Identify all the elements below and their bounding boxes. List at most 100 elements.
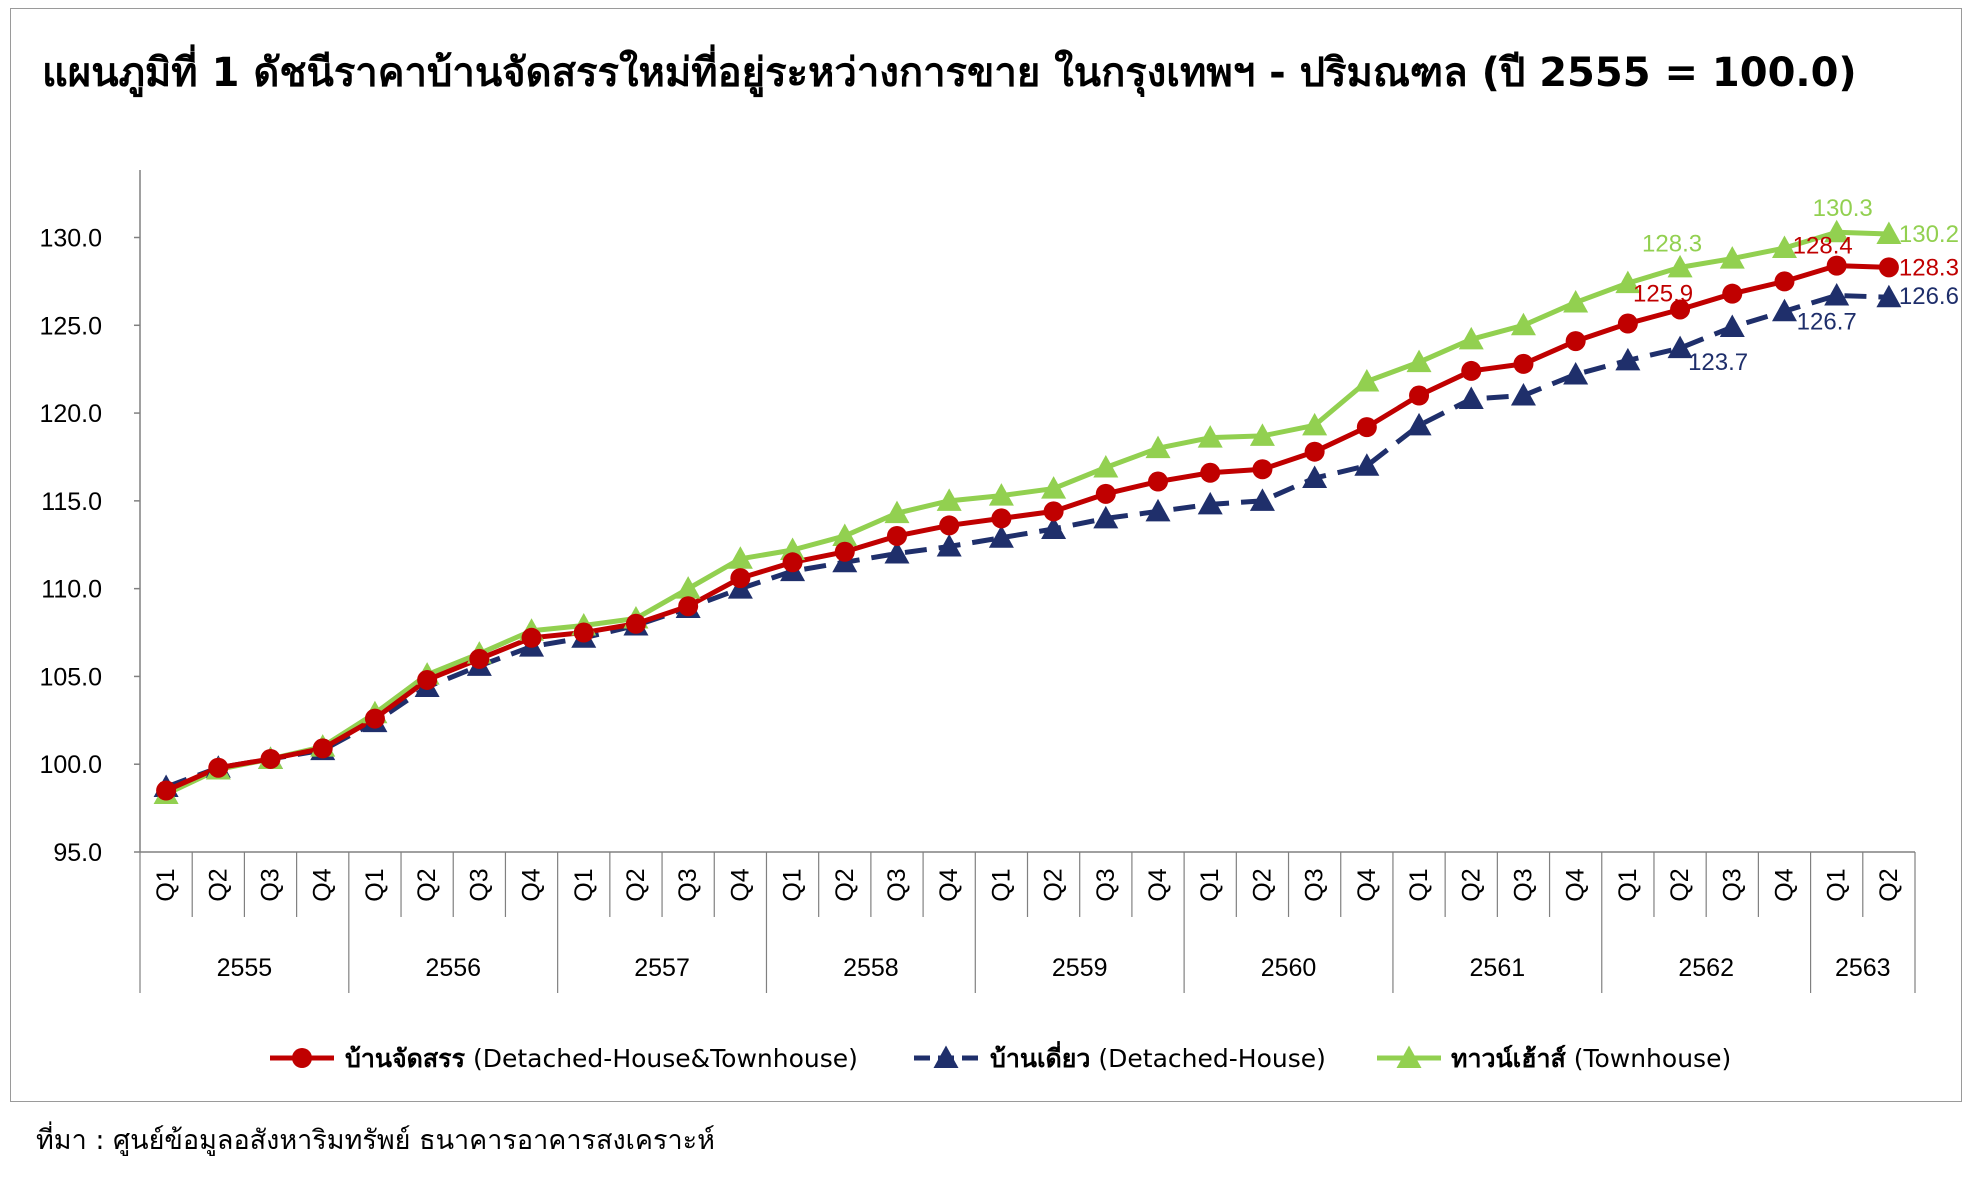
data-point-series-2 [1824, 219, 1850, 243]
data-point-series-2 [936, 488, 962, 511]
data-point-series-2 [1615, 270, 1641, 294]
quarter-label: Q1 [779, 868, 807, 901]
data-point-series-1 [1093, 505, 1119, 529]
data-point-series-0 [260, 748, 281, 769]
legend-name-thai: บ้านเดี่ยว [990, 1041, 1090, 1073]
data-point-series-0 [1670, 299, 1691, 320]
series-line-2 [163, 229, 1892, 797]
data-point-series-0 [156, 780, 177, 801]
data-point-series-1 [1876, 284, 1902, 308]
data-point-series-0 [625, 613, 646, 634]
data-point-series-2 [1354, 368, 1380, 392]
data-point-series-0 [1878, 257, 1899, 278]
data-point-series-2 [780, 537, 806, 561]
data-point-series-0 [1409, 385, 1430, 406]
data-point-series-0 [364, 708, 385, 729]
data-point-series-0 [1513, 353, 1534, 374]
legend-label-0: บ้านจัดสรร (Detached-House&Townhouse) [345, 1044, 858, 1073]
quarter-label: Q1 [361, 868, 389, 901]
y-tick-label: 115.0 [41, 488, 102, 516]
quarter-label: Q4 [1562, 868, 1590, 901]
quarter-label: Q3 [674, 868, 702, 901]
chart-title: แผนภูมิที่ 1 ดัชนีราคาบ้านจัดสรรใหม่ที่อ… [42, 50, 1857, 96]
quarter-label: Q4 [1770, 868, 1798, 901]
quarter-label: Q2 [622, 868, 650, 901]
series-markers [153, 219, 1902, 805]
data-point-series-0 [1043, 501, 1064, 522]
data-point-series-0 [1304, 441, 1325, 462]
data-point-series-2 [1302, 412, 1328, 436]
data-point-series-0 [939, 515, 960, 536]
data-point-series-1 [1771, 298, 1797, 322]
legend-name-en: (Townhouse) [1566, 1044, 1731, 1073]
data-point-series-0 [1095, 483, 1116, 504]
data-point-series-0 [312, 738, 333, 759]
quarter-label: Q1 [570, 868, 598, 901]
quarter-label: Q1 [1196, 868, 1224, 901]
legend-name-en: (Detached-House&Townhouse) [465, 1044, 858, 1073]
data-point-series-0 [417, 669, 438, 690]
quarter-label: Q4 [935, 868, 963, 901]
data-point-series-2 [1771, 235, 1797, 259]
data-label: 130.2 [1899, 221, 1959, 248]
series-line-0 [163, 263, 1892, 794]
legend-label-2: ทาวน์เฮ้าส์ (Townhouse) [1451, 1044, 1731, 1073]
data-point-series-1 [1354, 453, 1380, 476]
y-tick-label: 100.0 [39, 751, 102, 779]
data-point-series-0 [1200, 462, 1221, 483]
year-label: 2557 [634, 954, 690, 982]
data-point-series-1 [936, 534, 962, 557]
quarter-label: Q4 [1353, 868, 1381, 901]
quarter-label: Q3 [465, 868, 493, 901]
data-point-series-1 [1302, 465, 1328, 489]
data-point-series-0 [1148, 471, 1169, 492]
quarter-label: Q4 [309, 868, 337, 901]
data-point-series-1 [988, 525, 1014, 548]
data-point-series-0 [991, 508, 1012, 529]
data-point-series-2 [1197, 425, 1223, 448]
legend-marker-1 [933, 1045, 959, 1068]
data-label: 128.4 [1793, 233, 1853, 260]
year-label: 2560 [1261, 954, 1317, 982]
data-point-series-2 [675, 576, 701, 599]
data-point-series-0 [834, 541, 855, 562]
data-point-series-2 [1876, 221, 1902, 244]
legend-marker-0 [292, 1048, 312, 1068]
quarter-label: Q3 [883, 868, 911, 901]
y-tick-label: 95.0 [53, 839, 102, 867]
legend-name-thai: ทาวน์เฮ้าส์ [1451, 1044, 1566, 1073]
y-tick-label: 110.0 [41, 576, 102, 604]
data-point-series-2 [1458, 326, 1484, 350]
data-point-series-1 [1406, 412, 1432, 436]
data-point-series-2 [1563, 289, 1589, 313]
legend-name-thai: บ้านจัดสรร [345, 1044, 466, 1073]
data-point-series-0 [1722, 283, 1743, 304]
data-point-series-1 [884, 541, 910, 564]
data-point-series-2 [1719, 246, 1745, 269]
data-point-series-1 [1197, 491, 1223, 515]
quarter-label: Q2 [1875, 868, 1903, 901]
quarter-label: Q1 [987, 868, 1015, 901]
quarter-label: Q3 [1092, 868, 1120, 901]
quarter-label: Q2 [1040, 868, 1068, 901]
data-point-series-2 [988, 483, 1014, 506]
data-point-series-1 [1145, 498, 1171, 522]
data-point-series-2 [884, 500, 910, 524]
legend-marker-2 [1396, 1045, 1422, 1068]
data-label: 126.6 [1899, 283, 1959, 310]
quarter-label: Q3 [1509, 868, 1537, 901]
year-label: 2563 [1835, 954, 1891, 982]
data-point-series-0 [1774, 271, 1795, 292]
data-point-series-2 [1093, 454, 1119, 478]
year-label: 2556 [425, 954, 481, 982]
data-label: 126.7 [1797, 308, 1857, 335]
quarter-label: Q3 [1718, 868, 1746, 901]
quarter-label: Q4 [518, 868, 546, 901]
data-point-series-0 [1826, 255, 1847, 276]
quarter-label: Q2 [1666, 868, 1694, 901]
data-point-series-1 [1458, 386, 1484, 410]
data-point-series-0 [782, 552, 803, 573]
data-label: 123.7 [1688, 349, 1748, 376]
data-point-series-0 [678, 596, 699, 617]
